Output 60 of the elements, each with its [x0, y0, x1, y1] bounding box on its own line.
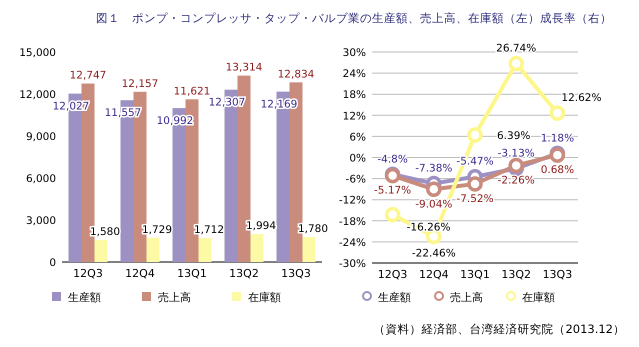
- x-tick-label: 13Q3: [281, 267, 311, 280]
- x-tick-label: 13Q1: [177, 267, 207, 280]
- y-tick-label: 3,000: [26, 215, 56, 227]
- x-tick-label: 13Q1: [460, 268, 490, 281]
- data-label: 11,621: [174, 85, 210, 98]
- data-label: 12,834: [278, 68, 315, 80]
- data-label: 26.74%: [496, 42, 536, 54]
- y-tick-label: 15,000: [19, 47, 56, 59]
- x-tick-label: 13Q2: [501, 268, 532, 281]
- data-label: -16.26%: [406, 222, 450, 234]
- legend-label: 売上高: [158, 291, 191, 304]
- y-tick-label: 9,000: [26, 131, 56, 143]
- data-label: -9.04%: [415, 198, 452, 210]
- legend-label: 売上高: [450, 291, 483, 304]
- data-label: -5.17%: [374, 184, 412, 197]
- data-label: 1,712: [194, 224, 224, 236]
- data-label: -4.8%: [377, 153, 408, 166]
- legend-label: 生産額: [68, 291, 101, 304]
- y-tick-label: 6%: [349, 131, 366, 144]
- x-tick-label: 12Q4: [418, 268, 449, 281]
- x-tick-label: 12Q3: [73, 267, 103, 280]
- data-label: -3.13%: [498, 148, 535, 160]
- data-label: -5.47%: [456, 156, 494, 168]
- data-label: -2.26%: [498, 174, 535, 186]
- data-label: 6.39%: [497, 130, 530, 142]
- data-label: 12,747: [70, 70, 106, 82]
- x-tick-label: 13Q2: [229, 267, 259, 280]
- y-tick-label: 24%: [342, 68, 366, 80]
- data-label: 12,157: [122, 78, 158, 90]
- x-tick-label: 12Q3: [378, 268, 408, 281]
- legend-label: 在庫額: [522, 291, 555, 304]
- data-label: 1,580: [90, 226, 120, 238]
- y-tick-label: -12%: [338, 194, 366, 207]
- text: 図１ ポンプ・コンプレッサ・タップ・バルブ業の生産額、売上高、在庫額（左）成長率（右）: [96, 11, 612, 25]
- data-label: 1.18%: [540, 132, 574, 144]
- data-label: -7.38%: [415, 162, 452, 174]
- text: （資料）経済部、台湾経済研究院（2013.12）: [373, 322, 625, 336]
- y-tick-label: 12,000: [19, 89, 56, 101]
- data-label: 1,994: [246, 220, 276, 232]
- data-label: -7.52%: [456, 192, 494, 205]
- y-tick-label: 30%: [342, 47, 366, 59]
- data-label: 1,729: [142, 224, 172, 236]
- y-tick-label: -24%: [338, 236, 366, 249]
- data-label: 13,314: [226, 62, 263, 74]
- x-tick-label: 12Q4: [125, 267, 155, 280]
- x-tick-label: 13Q3: [542, 268, 572, 281]
- y-tick-label: 12%: [342, 110, 366, 122]
- legend-label: 在庫額: [248, 291, 281, 304]
- data-label: 1,780: [298, 223, 328, 236]
- legend-label: 生産額: [378, 291, 411, 304]
- y-tick-label: 18%: [342, 89, 366, 102]
- data-label: 0.68%: [540, 164, 574, 176]
- y-tick-label: 6,000: [26, 173, 56, 185]
- y-tick-label: -6%: [346, 174, 366, 186]
- y-tick-label: 0%: [349, 152, 366, 164]
- data-label: -22.46%: [412, 247, 456, 260]
- y-tick-label: 0: [49, 257, 56, 269]
- data-label: 12.62%: [561, 92, 602, 104]
- y-tick-label: -30%: [338, 258, 366, 270]
- y-tick-label: -18%: [338, 216, 366, 228]
